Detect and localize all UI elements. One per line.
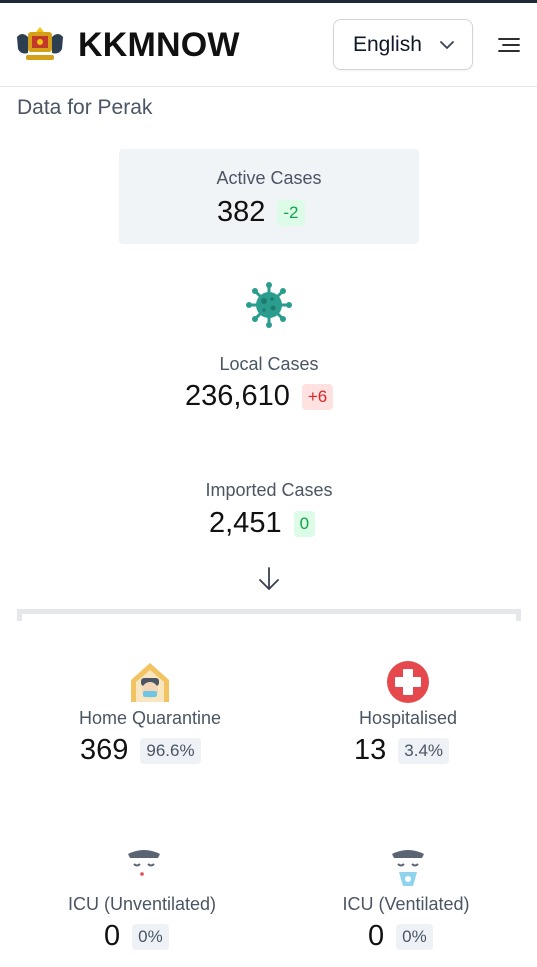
icu-ventilated-pct-badge: 0% [396,923,433,950]
top-nav: KKMNOW English [0,3,537,87]
split-bracket [17,609,521,621]
page-subtitle: Data for Perak [17,96,153,119]
local-cases-value-row: 236,610 +6 [185,380,334,413]
icu-unventilated-value-row: 0 0% [104,920,169,953]
local-cases-label: Local Cases [219,354,319,374]
local-cases-value: 236,610 [185,380,290,412]
icu-unventilated-label: ICU (Unventilated) [67,894,217,914]
active-cases-label: Active Cases [216,168,322,188]
arrow-down-icon [259,567,279,590]
language-select[interactable]: English [333,19,473,70]
hospitalised-value: 13 [354,734,387,766]
split-bracket-left [17,609,22,621]
icu-ventilated-value-row: 0 0% [368,920,433,953]
imported-cases-value-row: 2,451 0 [209,507,316,540]
icu-ventilated-icon [392,850,424,886]
home-quarantine-pct-badge: 96.6% [140,737,201,764]
virus-icon [246,282,292,328]
icu-ventilated-value: 0 [368,920,385,952]
hospitalised-value-row: 13 3.4% [354,734,450,767]
active-cases-value-row: 382 -2 [217,196,305,229]
active-cases-delta-badge: -2 [277,199,305,226]
active-cases-value: 382 [217,196,266,228]
hospitalised-label: Hospitalised [358,708,458,728]
split-bracket-line [17,609,521,614]
top-border [0,0,537,3]
hospitalised-pct-badge: 3.4% [398,737,450,764]
app-title[interactable]: KKMNOW [78,26,240,64]
coat-of-arms-logo[interactable] [14,25,66,65]
local-cases-delta-badge: +6 [301,383,334,410]
chevron-down-icon [440,41,454,49]
menu-icon[interactable] [497,35,521,55]
home-quarantine-label: Home Quarantine [78,708,222,728]
split-bracket-right [516,609,521,621]
icu-unventilated-value: 0 [104,920,121,952]
home-quarantine-value: 369 [80,734,129,766]
icu-ventilated-label: ICU (Ventilated) [342,894,470,914]
home-quarantine-value-row: 369 96.6% [80,734,201,767]
icu-unventilated-icon [128,850,160,876]
icu-unventilated-pct-badge: 0% [132,923,169,950]
imported-cases-label: Imported Cases [205,480,333,500]
language-select-value: English [353,32,422,56]
active-cases-card: Active Cases 382 -2 [119,149,419,244]
home-quarantine-icon [131,663,169,702]
imported-cases-delta-badge: 0 [293,510,316,537]
hospital-cross-icon [387,661,429,703]
imported-cases-value: 2,451 [209,507,282,539]
